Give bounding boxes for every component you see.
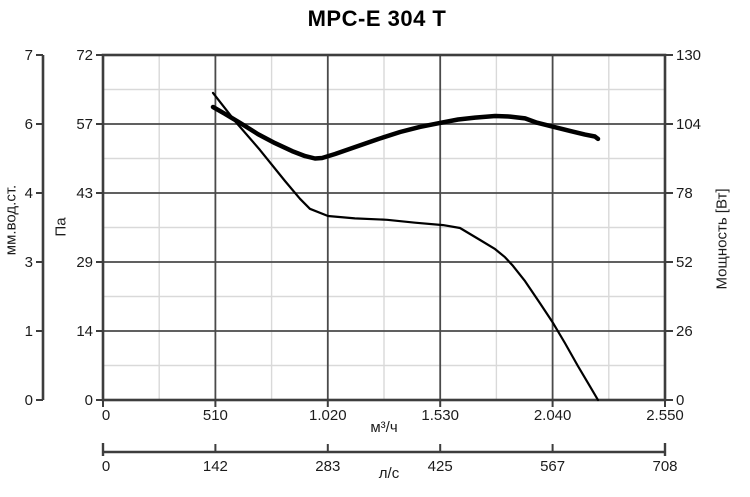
- power-curve: [210, 104, 601, 161]
- axis-title-power-watt: Мощность [Вт]: [713, 188, 731, 290]
- ls-tick-label: 142: [203, 458, 228, 475]
- mm-tick-label: 0: [25, 392, 33, 409]
- ls-tick-label: 567: [540, 458, 565, 475]
- mm-tick-label: 3: [25, 254, 33, 271]
- mm-tick-label: 4: [25, 185, 33, 202]
- flow-tick-label: 1.020: [309, 407, 347, 424]
- mm-tick-label: 1: [25, 323, 33, 340]
- mm-tick-label: 6: [25, 116, 33, 133]
- axis-title-m3h: м³/ч: [370, 419, 398, 436]
- axis-title-ls: л/с: [378, 465, 400, 482]
- static-pressure-curve: [211, 91, 600, 402]
- pa-tick-label: 57: [76, 116, 93, 133]
- power-tick-label: 0: [676, 392, 684, 409]
- ls-tick-label: 283: [315, 458, 340, 475]
- pa-tick-label: 72: [76, 47, 93, 64]
- power-tick-label: 104: [676, 116, 701, 133]
- axis-title-mm-water-column: мм.вод.ст.: [2, 184, 20, 256]
- flow-tick-label: 0: [102, 407, 110, 424]
- flow-tick-label: 1.530: [421, 407, 459, 424]
- pa-tick-label: 29: [76, 254, 93, 271]
- power-tick-label: 52: [676, 254, 693, 271]
- flow-tick-label: 2.550: [646, 407, 684, 424]
- flow-tick-label: 510: [203, 407, 228, 424]
- ls-tick-label: 425: [428, 458, 453, 475]
- pa-tick-label: 0: [85, 392, 93, 409]
- power-tick-label: 130: [676, 47, 701, 64]
- flow-tick-label: 2.040: [534, 407, 572, 424]
- chart-title: MPC-E 304 T: [307, 6, 447, 31]
- mm-tick-label: 7: [25, 47, 33, 64]
- pa-tick-label: 14: [76, 323, 93, 340]
- axis-title-pascal: Па: [52, 217, 70, 237]
- pa-tick-label: 43: [76, 185, 93, 202]
- ls-tick-label: 708: [652, 458, 677, 475]
- plot-border: [101, 53, 667, 402]
- power-tick-label: 78: [676, 185, 693, 202]
- power-tick-label: 26: [676, 323, 693, 340]
- ls-tick-label: 0: [102, 458, 110, 475]
